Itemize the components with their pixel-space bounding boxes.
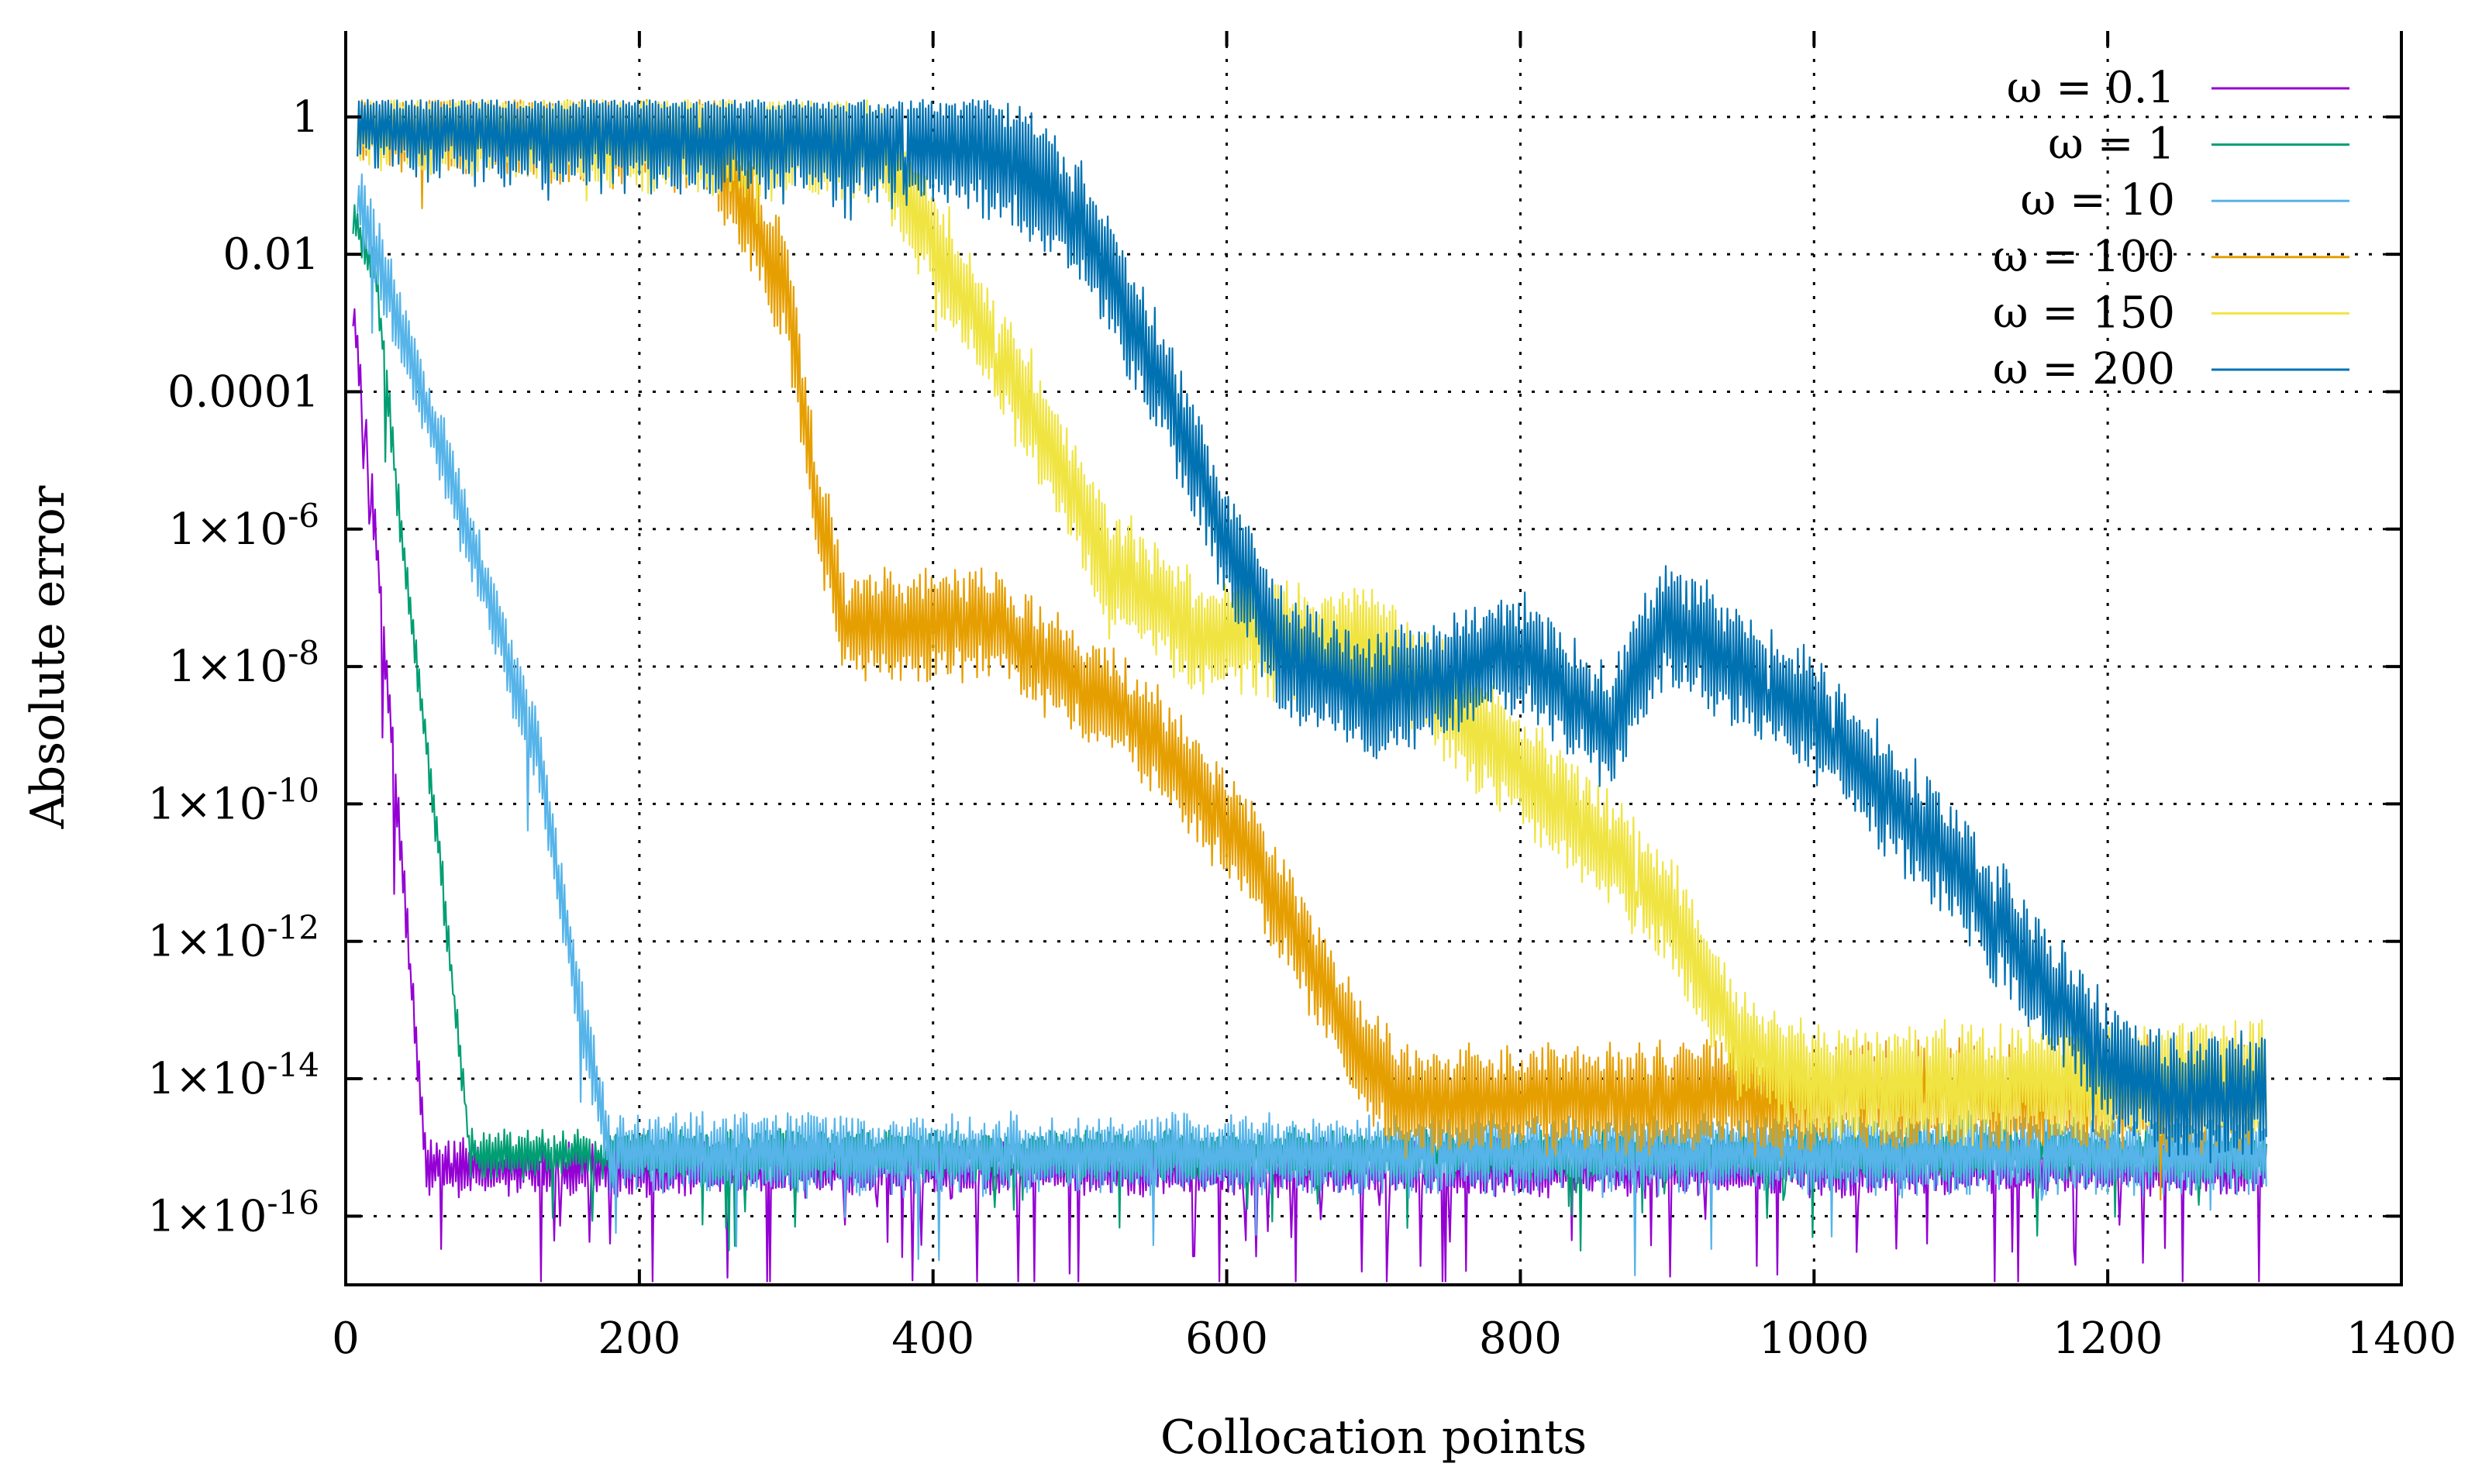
series-line-2	[357, 173, 2267, 1276]
axes: 0 200 400 600 800 1000 1200 1400 1 0.01 0.0001 1×10…	[148, 31, 2457, 1364]
y-tick-label: 0.0001	[167, 367, 319, 417]
legend-label-0: ω = 0.1	[2007, 63, 2175, 113]
series-line-5	[357, 98, 2267, 1164]
x-tick-label: 1000	[1759, 1314, 1870, 1364]
legend-label-4: ω = 150	[1993, 288, 2175, 338]
x-tick-label: 800	[1479, 1314, 1562, 1364]
legend-label-5: ω = 200	[1993, 344, 2175, 394]
legend-label-3: ω = 100	[1993, 232, 2175, 282]
legend-label-1: ω = 1	[2048, 119, 2175, 170]
x-tick-label: 600	[1185, 1314, 1268, 1364]
y-tick-label: 0.01	[222, 229, 319, 280]
y-tick-label: 1×10-12	[148, 909, 319, 967]
legend-label-2: ω = 10	[2021, 175, 2175, 226]
y-tick-label: 1×10-6	[168, 497, 319, 555]
x-tick-label: 1200	[2053, 1314, 2163, 1364]
plot-frame	[344, 31, 2403, 1286]
plot-series	[352, 98, 2267, 1283]
legend: ω = 0.1 ω = 1ω = 10 ω = 100 ω = 150 ω = 200	[1993, 63, 2349, 394]
y-tick-label: 1×10-16	[148, 1183, 319, 1241]
x-tick-label: 1400	[2346, 1314, 2457, 1364]
y-tick-label: 1×10-8	[168, 634, 319, 692]
x-axis-label: Collocation points	[1160, 1410, 1587, 1465]
y-tick-label: 1	[291, 92, 319, 143]
y-tick-label: 1×10-14	[148, 1046, 319, 1104]
x-tick-label: 400	[891, 1314, 974, 1364]
x-tick-label: 200	[598, 1314, 681, 1364]
y-axis-label: Absolute error	[21, 485, 75, 829]
y-tick-label: 1×10-10	[148, 771, 319, 829]
x-tick-label: 0	[332, 1314, 360, 1364]
